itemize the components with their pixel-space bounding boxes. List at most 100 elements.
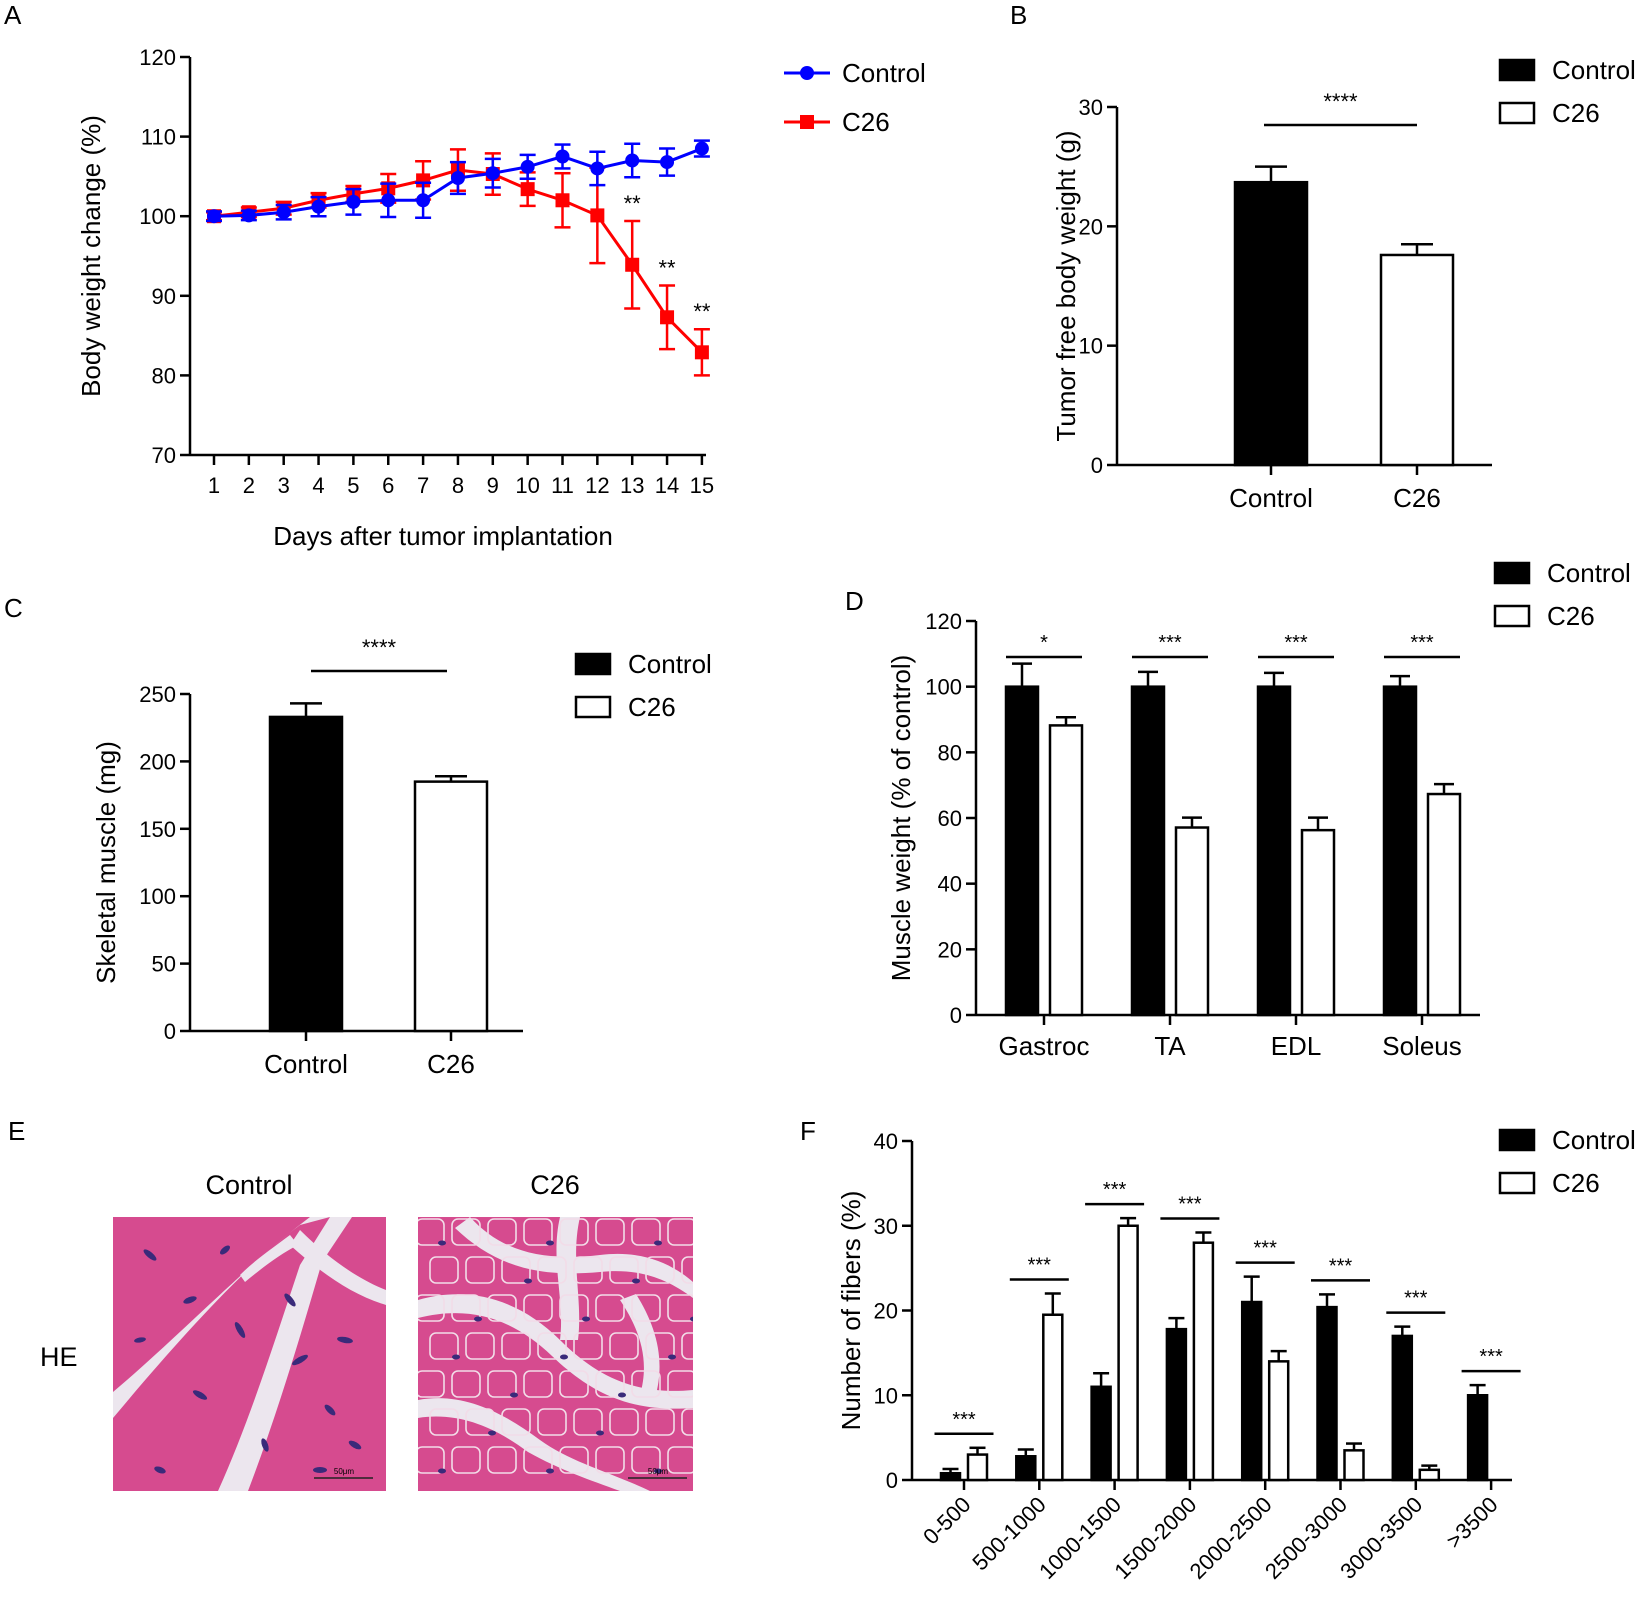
y-tick-label: 100 xyxy=(925,675,962,700)
he-interstitial-space xyxy=(418,1294,693,1409)
he-nucleus xyxy=(546,1468,554,1474)
he-nucleus xyxy=(690,1316,693,1322)
x-tick-label: 3 xyxy=(278,473,290,498)
he-nucleus xyxy=(618,1392,626,1398)
legend-swatch-control xyxy=(1498,58,1536,82)
legend-label-control: Control xyxy=(842,58,926,88)
he-fiber-outline xyxy=(465,1256,495,1284)
he-nucleus xyxy=(220,1245,230,1255)
significance-label: *** xyxy=(1254,1238,1278,1260)
he-nucleus xyxy=(192,1390,208,1400)
he-fiber-outline xyxy=(559,1218,589,1246)
he-fiber-outline xyxy=(537,1408,567,1436)
he-nucleus xyxy=(438,1240,446,1246)
legend-swatch-control xyxy=(1493,561,1531,585)
data-point xyxy=(450,170,465,185)
data-point xyxy=(555,149,570,164)
he-interstitial-space xyxy=(218,1217,352,1491)
x-tick-label: EDL xyxy=(1271,1031,1322,1061)
bar-control xyxy=(1130,685,1166,1017)
he-fiber-outline xyxy=(501,1408,531,1436)
panel-label: F xyxy=(800,1116,816,1146)
bar-c26 xyxy=(1192,1241,1215,1482)
he-nucleus xyxy=(337,1336,353,1344)
bar-c26 xyxy=(1048,724,1084,1017)
he-fiber-outline xyxy=(559,1370,589,1398)
data-point xyxy=(241,208,256,223)
he-fiber-outline xyxy=(487,1370,517,1398)
y-tick-label: 40 xyxy=(874,1129,898,1154)
he-fiber-outline xyxy=(451,1294,481,1322)
y-tick-label: 80 xyxy=(938,740,962,765)
he-fiber-outline xyxy=(681,1256,693,1284)
bar-c26 xyxy=(1117,1224,1139,1482)
he-fiber-outline xyxy=(429,1408,459,1436)
legend-label-control: Control xyxy=(1547,558,1631,588)
panel-label: B xyxy=(1010,0,1027,30)
panel-label: D xyxy=(845,586,864,616)
legend-label-c26: C26 xyxy=(1552,98,1600,128)
he-nucleus xyxy=(546,1240,554,1246)
significance-label: ** xyxy=(658,255,676,280)
he-column-label-control: Control xyxy=(205,1170,292,1200)
y-tick-label: 20 xyxy=(1079,214,1103,239)
x-tick-label: 8 xyxy=(452,473,464,498)
x-tick-label: 3000-3500 xyxy=(1335,1492,1427,1584)
data-point xyxy=(520,182,535,197)
he-nucleus xyxy=(348,1440,362,1450)
x-tick-label: 14 xyxy=(655,473,679,498)
data-point xyxy=(276,205,291,220)
data-point xyxy=(694,345,709,360)
significance-label: ** xyxy=(693,299,711,324)
x-tick-label: C26 xyxy=(427,1049,475,1079)
data-point xyxy=(381,193,396,208)
panel-label-a: A xyxy=(4,0,22,30)
he-nucleus xyxy=(596,1430,604,1436)
data-point xyxy=(625,153,640,168)
he-nucleus xyxy=(654,1468,662,1474)
he-nucleus xyxy=(488,1430,496,1436)
he-fiber-outline xyxy=(487,1218,517,1246)
he-fiber-outline xyxy=(595,1446,625,1474)
panel-b: B 0 10 20 30 Tumor free body weight (g) Contro… xyxy=(1010,0,1636,513)
panel-c: C 0 50 100 150 200 250 Skeletal muscle (mg) Cont… xyxy=(4,593,712,1079)
he-fiber-outline xyxy=(667,1370,693,1398)
x-tick-label: 2 xyxy=(243,473,255,498)
he-fiber-outline xyxy=(451,1370,481,1398)
x-tick-label: 1 xyxy=(208,473,220,498)
series-control xyxy=(206,139,710,224)
he-fiber-outline xyxy=(681,1332,693,1360)
data-point xyxy=(660,310,675,325)
he-nucleus xyxy=(324,1404,336,1416)
he-fiber-outline xyxy=(523,1294,553,1322)
bar-control xyxy=(1391,1334,1414,1482)
he-fiber-outline xyxy=(418,1294,445,1322)
y-tick-label: 120 xyxy=(925,609,962,634)
he-fiber-outline xyxy=(523,1218,553,1246)
significance-label: **** xyxy=(362,635,397,660)
he-nucleus xyxy=(183,1296,197,1304)
panel-d: D 0 20 40 60 80 100 120 Muscle weight (% of cont… xyxy=(845,558,1631,1061)
x-tick-label: Soleus xyxy=(1382,1031,1462,1061)
he-nucleus xyxy=(704,1431,712,1436)
legend-swatch-c26 xyxy=(1498,1171,1536,1195)
he-column-label-c26: C26 xyxy=(530,1170,580,1200)
panel-label-e: E xyxy=(8,1116,25,1146)
bar-c26 xyxy=(1174,826,1210,1017)
bar-control xyxy=(1466,1394,1489,1482)
he-fiber-outline xyxy=(631,1218,661,1246)
he-nucleus xyxy=(313,1467,327,1473)
significance-label: **** xyxy=(1323,89,1358,114)
he-fiber-outline xyxy=(418,1446,445,1474)
bar-control xyxy=(268,715,344,1033)
y-tick-label: 120 xyxy=(139,45,176,70)
y-tick-label: 100 xyxy=(139,204,176,229)
y-tick-label: 250 xyxy=(139,682,176,707)
y-tick-label: 50 xyxy=(152,952,176,977)
he-fiber-outline xyxy=(681,1408,693,1436)
data-point xyxy=(485,166,500,181)
bar-control xyxy=(1382,685,1418,1017)
data-point xyxy=(311,199,326,214)
he-interstitial-space xyxy=(556,1217,580,1340)
x-tick-label: 11 xyxy=(551,473,574,498)
